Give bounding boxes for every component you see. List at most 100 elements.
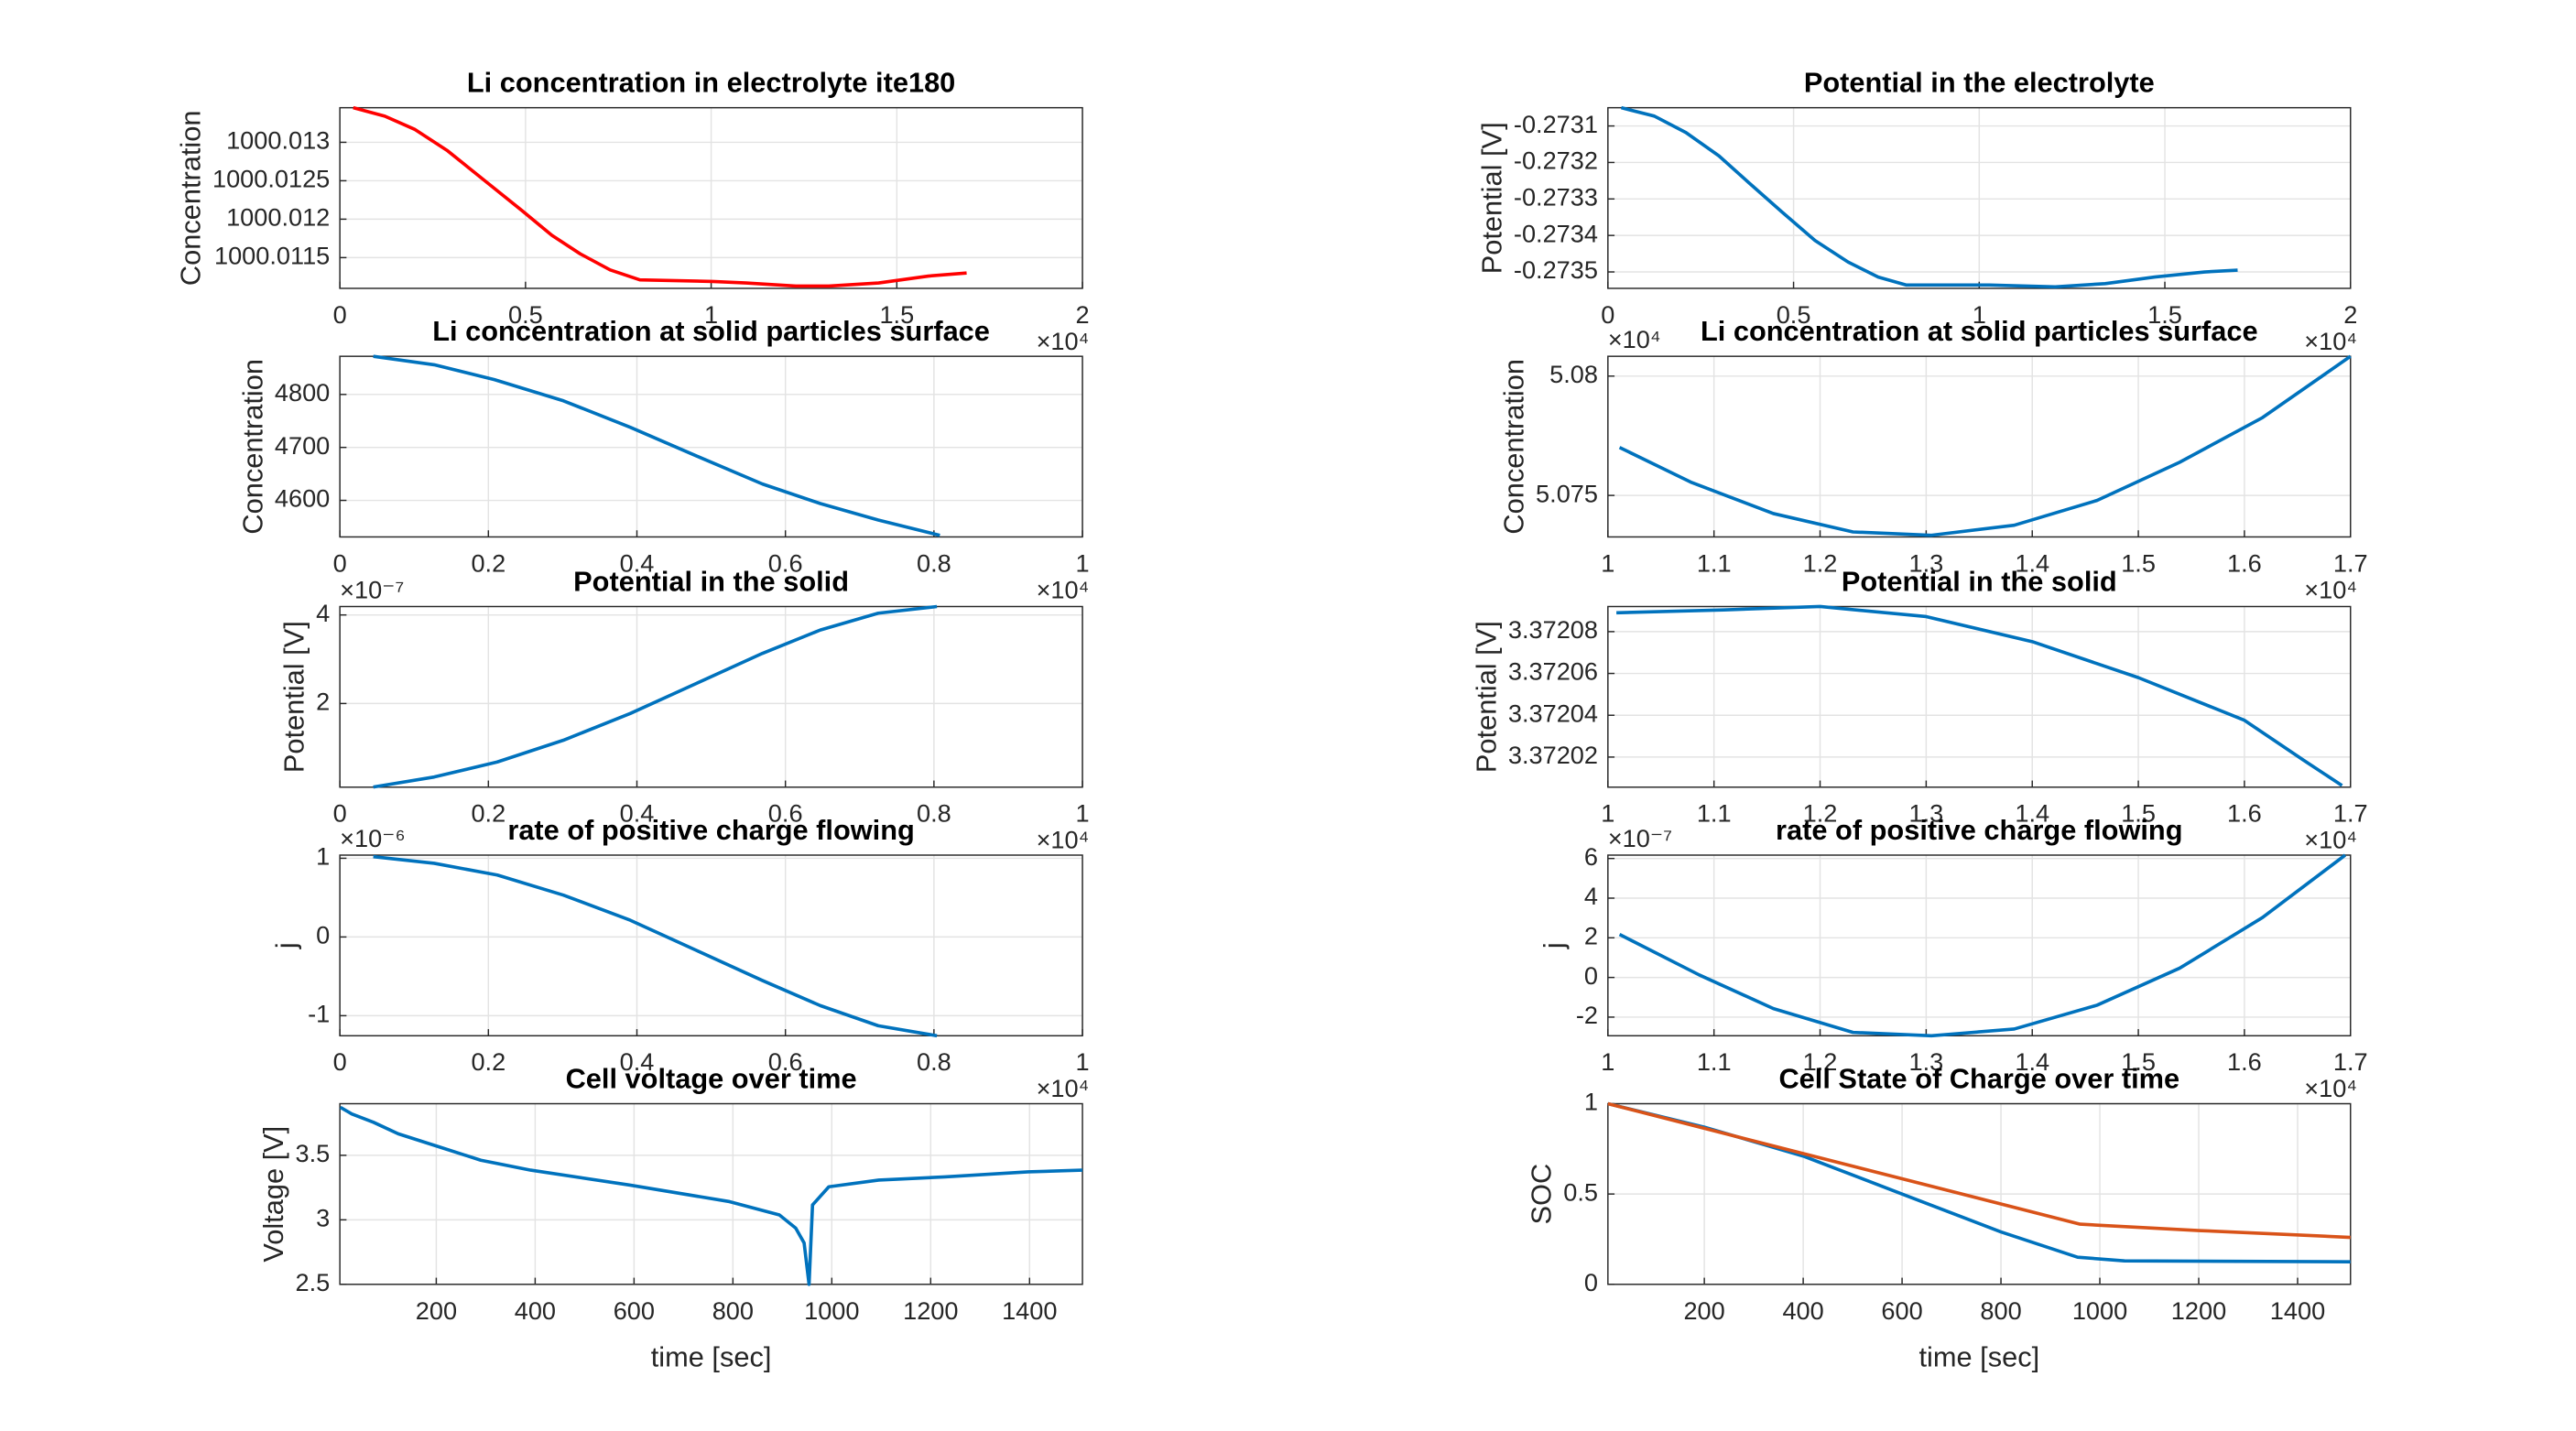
x-axis-label: time [sec] xyxy=(1918,1340,2039,1372)
chart-title: Li concentration at solid particles surf… xyxy=(432,315,990,347)
y-axis-label: Potential [V] xyxy=(1475,122,1507,274)
x-tick-label: 1400 xyxy=(1002,1296,1057,1325)
x-exponent: ×10⁴ xyxy=(2304,1074,2357,1102)
x-tick-label: 0.4 xyxy=(620,1047,655,1076)
x-tick-label: 1.5 xyxy=(2121,548,2156,577)
y-tick-label: -0.2734 xyxy=(1514,219,1598,247)
y-tick-label: 3.5 xyxy=(296,1139,331,1167)
y-tick-label: -0.2735 xyxy=(1514,255,1598,284)
chart-title: Potential in the solid xyxy=(1842,565,2117,597)
x-tick-label: 1.2 xyxy=(1803,548,1838,577)
data-line xyxy=(1616,604,2343,787)
x-tick-label: 1.3 xyxy=(1909,548,1944,577)
data-line xyxy=(1607,1101,2351,1240)
x-tick-label: 0.2 xyxy=(471,548,505,577)
y-tick-label: -0.2732 xyxy=(1514,146,1598,175)
y-axis-label: j xyxy=(1538,942,1570,949)
y-axis-label: SOC xyxy=(1526,1164,1558,1225)
plot-area xyxy=(1607,356,2351,537)
y-tick-label: 3.37204 xyxy=(1508,699,1598,727)
y-exponent: ×10⁻⁶ xyxy=(340,824,406,852)
y-tick-label: 1000.0125 xyxy=(212,165,330,193)
x-tick-label: 0.8 xyxy=(917,799,951,828)
y-axis-label: Concentration xyxy=(236,359,268,535)
data-line xyxy=(373,354,940,537)
x-tick-label: 1.2 xyxy=(1803,799,1838,828)
x-tick-label: 1 xyxy=(1973,300,1986,329)
x-tick-label: 1 xyxy=(1075,548,1089,577)
x-tick-label: 0.4 xyxy=(620,799,655,828)
axes-box xyxy=(1607,355,2352,538)
x-tick-label: 1.5 xyxy=(879,300,914,329)
subplot: 200 400 600 800 1000 1200 1400 0 0.5 1 SOC time [se… xyxy=(1526,1088,2352,1372)
x-tick-label: 400 xyxy=(1782,1296,1823,1325)
plot-area xyxy=(1607,606,2351,787)
subplot: 1 1.1 1.2 1.3 1.4 1.5 1.6 1.7 3.37202 3.37204 3.37… xyxy=(1470,604,2368,854)
y-tick-label: 4 xyxy=(316,599,330,627)
plot-area xyxy=(340,356,1083,537)
x-tick-label: 1000 xyxy=(2072,1296,2127,1325)
x-tick-label: 1200 xyxy=(2171,1296,2226,1325)
x-tick-label: 0 xyxy=(333,1047,347,1076)
x-exponent: ×10⁴ xyxy=(2304,826,2357,854)
x-tick-label: 1 xyxy=(1075,1047,1089,1076)
y-tick-label: -0.2731 xyxy=(1514,110,1598,138)
x-tick-label: 1.1 xyxy=(1697,548,1732,577)
x-tick-label: 1 xyxy=(1601,1047,1614,1076)
axes-box xyxy=(339,605,1083,788)
x-tick-label: 0 xyxy=(333,300,347,329)
y-tick-label: 0 xyxy=(316,921,330,949)
x-tick-label: 1.3 xyxy=(1909,799,1944,828)
y-tick-label: 0 xyxy=(1584,961,1598,990)
y-tick-label: 3.37206 xyxy=(1508,657,1598,686)
axes-box xyxy=(1607,605,2352,788)
y-tick-label: 1000.013 xyxy=(226,126,330,155)
x-tick-label: 200 xyxy=(416,1296,457,1325)
chart-title: Potential in the solid xyxy=(573,565,849,597)
x-tick-label: 1400 xyxy=(2270,1296,2325,1325)
x-tick-label: 1.5 xyxy=(2121,799,2156,828)
x-tick-label: 1.2 xyxy=(1803,1047,1838,1076)
plot-area xyxy=(340,854,1083,1036)
y-tick-label: 2 xyxy=(1584,921,1598,949)
y-axis-label: Voltage [V] xyxy=(257,1126,289,1263)
x-exponent: ×10⁴ xyxy=(2304,327,2357,355)
subplot: 0 0.5 1 1.5 2 -0.2735 -0.2734 -0.2733 -0.2732 -0.… xyxy=(1475,105,2357,355)
axes-box xyxy=(1607,854,2352,1037)
y-tick-label: 3 xyxy=(316,1204,330,1232)
x-tick-label: 1.6 xyxy=(2227,548,2262,577)
x-tick-label: 1.4 xyxy=(2015,548,2049,577)
x-exponent: ×10⁴ xyxy=(2304,575,2357,603)
data-line xyxy=(1618,853,2347,1038)
y-exponent: ×10⁻⁷ xyxy=(340,575,404,603)
axes-box xyxy=(1607,106,2352,289)
y-tick-label: 6 xyxy=(1584,842,1598,871)
y-tick-label: 4600 xyxy=(275,484,330,513)
y-axis-label: Potential [V] xyxy=(278,621,310,773)
x-exponent: ×10⁴ xyxy=(1037,1074,1090,1102)
x-tick-label: 1.1 xyxy=(1697,799,1732,828)
y-tick-label: -1 xyxy=(308,1000,330,1028)
axes-box xyxy=(339,1102,1083,1285)
axes-box xyxy=(339,106,1083,289)
x-tick-label: 800 xyxy=(712,1296,754,1325)
subplot: 0 0.5 1 1.5 2 1000.0115 1000.012 1000.0125 1000.… xyxy=(174,105,1090,355)
x-tick-label: 0.8 xyxy=(917,548,951,577)
axes-box xyxy=(1607,1102,2352,1285)
chart-title: rate of positive charge flowing xyxy=(507,814,914,846)
x-tick-label: 800 xyxy=(1980,1296,2021,1325)
chart-title: Li concentration in electrolyte ite180 xyxy=(467,66,955,98)
x-tick-label: 1200 xyxy=(903,1296,958,1325)
x-tick-label: 1 xyxy=(1601,548,1614,577)
x-tick-label: 1.1 xyxy=(1697,1047,1732,1076)
x-axis-label: time [sec] xyxy=(651,1340,772,1372)
x-tick-label: 2 xyxy=(2343,300,2357,329)
chart-title: Potential in the electrolyte xyxy=(1804,66,2155,98)
chart-title: Cell voltage over time xyxy=(566,1062,857,1094)
x-tick-label: 1 xyxy=(1075,799,1089,828)
axes-box xyxy=(339,854,1083,1037)
